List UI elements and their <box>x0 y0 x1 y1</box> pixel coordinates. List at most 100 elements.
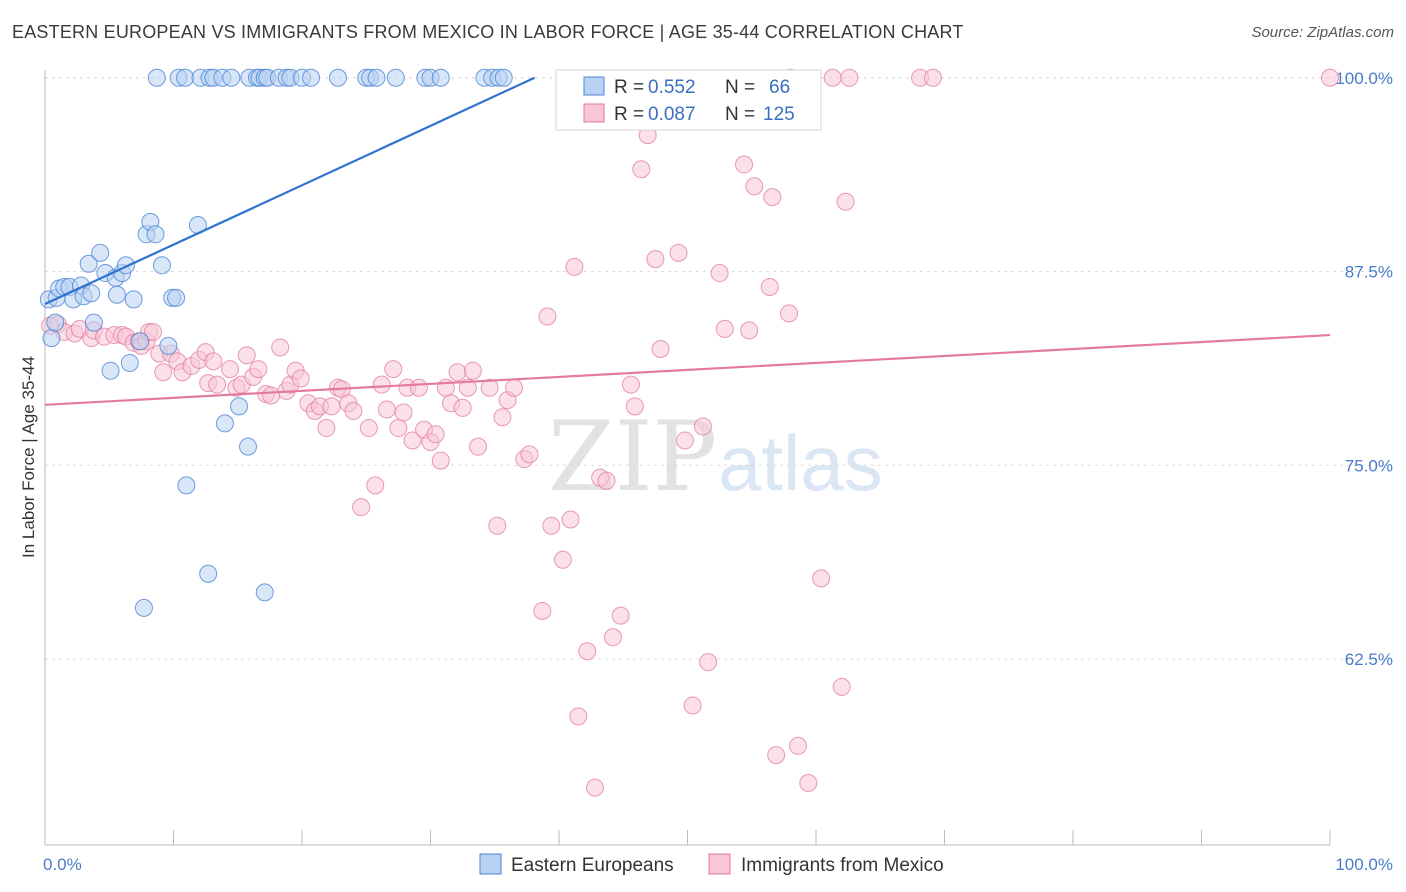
point-eastern-europeans <box>177 476 196 495</box>
point-immigrants-from-mexico <box>208 375 227 394</box>
point-immigrants-from-mexico <box>469 437 488 456</box>
point-immigrants-from-mexico <box>585 778 604 797</box>
point-immigrants-from-mexico <box>520 445 539 464</box>
point-eastern-europeans <box>386 68 405 87</box>
point-immigrants-from-mexico <box>603 628 622 647</box>
point-eastern-europeans <box>222 68 241 87</box>
y-tick-label: 62.5% <box>1345 650 1393 669</box>
point-immigrants-from-mexico <box>780 304 799 323</box>
point-immigrants-from-mexico <box>578 642 597 661</box>
stats-n-label-pink: N = <box>725 104 755 125</box>
point-immigrants-from-mexico <box>565 257 584 276</box>
point-immigrants-from-mexico <box>463 361 482 380</box>
point-immigrants-from-mexico <box>542 516 561 535</box>
point-eastern-europeans <box>199 564 218 583</box>
point-immigrants-from-mexico <box>317 419 336 438</box>
point-immigrants-from-mexico <box>322 397 341 416</box>
point-immigrants-from-mexico <box>154 363 173 382</box>
point-immigrants-from-mexico <box>840 68 859 87</box>
point-eastern-europeans <box>91 243 110 262</box>
point-eastern-europeans <box>147 68 166 87</box>
point-immigrants-from-mexico <box>836 192 855 211</box>
point-immigrants-from-mexico <box>799 774 818 792</box>
point-immigrants-from-mexico <box>621 375 640 394</box>
point-immigrants-from-mexico <box>431 451 450 470</box>
point-immigrants-from-mexico <box>812 569 831 588</box>
point-eastern-europeans <box>215 414 234 433</box>
point-immigrants-from-mexico <box>366 476 385 495</box>
point-immigrants-from-mexico <box>533 601 552 620</box>
point-immigrants-from-mexico <box>426 425 445 444</box>
point-immigrants-from-mexico <box>699 653 718 672</box>
point-eastern-europeans <box>82 284 101 303</box>
point-immigrants-from-mexico <box>597 471 616 490</box>
point-immigrants-from-mexico <box>221 360 240 379</box>
point-immigrants-from-mexico <box>789 736 808 755</box>
trend-line-eastern-europeans <box>44 76 536 306</box>
point-immigrants-from-mexico <box>352 498 371 517</box>
trend-line-immigrants-from-mexico <box>44 333 1331 406</box>
y-tick-label: 75.0% <box>1345 456 1393 475</box>
point-immigrants-from-mexico <box>669 243 688 262</box>
legend-label-eastern-europeans: Eastern Europeans <box>511 855 674 876</box>
point-immigrants-from-mexico <box>204 352 223 371</box>
point-eastern-europeans <box>116 256 135 275</box>
legend-swatch-eastern-europeans <box>479 853 502 875</box>
point-immigrants-from-mexico <box>372 375 391 394</box>
series-eastern-europeans <box>39 68 513 617</box>
point-eastern-europeans <box>328 68 347 87</box>
bottom-legend: Eastern Europeans Immigrants from Mexico <box>479 853 944 876</box>
point-immigrants-from-mexico <box>569 707 588 726</box>
stats-legend: R = 0.552 N = 66 R = 0.087 N = 125 <box>555 69 822 131</box>
point-immigrants-from-mexico <box>505 378 524 397</box>
point-immigrants-from-mexico <box>745 177 764 196</box>
point-eastern-europeans <box>494 68 513 87</box>
point-eastern-europeans <box>367 68 386 87</box>
point-immigrants-from-mexico <box>632 160 651 179</box>
point-immigrants-from-mexico <box>488 516 507 535</box>
watermark-atlas: atlas <box>718 419 883 507</box>
point-eastern-europeans <box>301 68 320 87</box>
stats-n-value-pink: 125 <box>763 104 795 125</box>
point-eastern-europeans <box>79 254 98 273</box>
source-label: Source: ZipAtlas.com <box>1251 24 1394 41</box>
y-tick-labels: 62.5% 75.0% 87.5% 100.0% <box>1335 69 1393 669</box>
point-immigrants-from-mexico <box>675 431 694 450</box>
point-eastern-europeans <box>176 68 195 87</box>
point-eastern-europeans <box>167 288 186 307</box>
point-eastern-europeans <box>46 313 65 332</box>
point-immigrants-from-mexico <box>760 278 779 296</box>
point-immigrants-from-mexico <box>763 188 782 207</box>
point-immigrants-from-mexico <box>448 363 467 382</box>
point-immigrants-from-mexico <box>271 338 290 357</box>
point-immigrants-from-mexico <box>359 419 378 438</box>
y-tick-label: 87.5% <box>1345 263 1393 282</box>
point-immigrants-from-mexico <box>384 360 403 379</box>
stats-n-label-blue: N = <box>725 77 755 98</box>
point-immigrants-from-mexico <box>291 369 310 388</box>
y-axis-title: In Labor Force | Age 35-44 <box>19 356 38 558</box>
point-immigrants-from-mexico <box>480 378 499 397</box>
point-immigrants-from-mexico <box>923 68 942 87</box>
watermark-zip: ZIP <box>548 401 717 513</box>
point-immigrants-from-mexico <box>740 321 759 340</box>
point-immigrants-from-mexico <box>693 417 712 436</box>
point-eastern-europeans <box>146 225 165 244</box>
point-immigrants-from-mexico <box>249 360 268 379</box>
point-eastern-europeans <box>230 397 249 416</box>
stats-r-label-blue: R = <box>614 77 644 98</box>
point-immigrants-from-mexico <box>409 378 428 397</box>
point-immigrants-from-mexico <box>389 419 408 438</box>
point-immigrants-from-mexico <box>832 677 851 696</box>
point-immigrants-from-mexico <box>611 606 630 625</box>
point-eastern-europeans <box>84 313 103 332</box>
chart-title: EASTERN EUROPEAN VS IMMIGRANTS FROM MEXI… <box>12 22 964 42</box>
y-tick-label: 100.0% <box>1335 69 1393 88</box>
point-immigrants-from-mexico <box>715 319 734 338</box>
stats-legend-swatch-pink <box>583 103 605 123</box>
stats-r-label-pink: R = <box>614 104 644 125</box>
point-immigrants-from-mexico <box>561 510 580 529</box>
point-immigrants-from-mexico <box>344 402 363 420</box>
point-eastern-europeans <box>134 598 153 617</box>
point-immigrants-from-mexico <box>453 398 472 417</box>
